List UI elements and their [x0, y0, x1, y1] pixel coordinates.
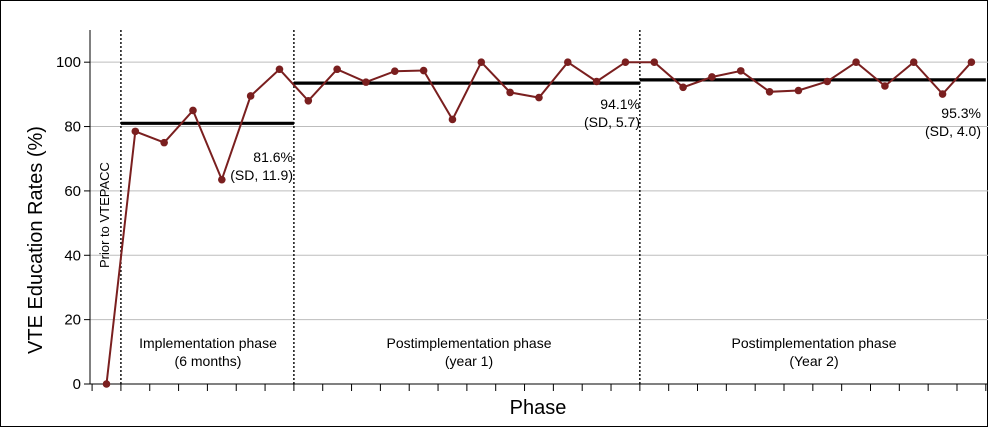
data-point-30 — [967, 58, 976, 66]
data-point-18 — [621, 58, 630, 66]
data-point-12 — [448, 115, 457, 124]
y-tick-label-20: 20 — [64, 312, 81, 329]
axes: 0 20 40 60 80 100 — [56, 30, 988, 393]
y-tick-label-80: 80 — [64, 119, 81, 136]
data-point-27 — [881, 82, 889, 90]
post-year2-mean-label: 95.3% — [941, 105, 981, 121]
data-point-20 — [679, 83, 687, 92]
data-point-8 — [333, 65, 341, 74]
data-point-25 — [823, 77, 832, 86]
data-point-19 — [650, 58, 659, 66]
phase-mean-lines — [120, 78, 986, 125]
prior-phase-label: Prior to VTEPACC — [97, 162, 112, 268]
data-point-17 — [592, 77, 601, 86]
phase-separators — [120, 30, 641, 384]
data-point-1 — [131, 127, 140, 136]
data-point-6 — [275, 65, 284, 74]
data-point-15 — [535, 93, 543, 102]
data-point-21 — [708, 73, 716, 81]
y-tick-label-60: 60 — [64, 183, 81, 200]
data-point-22 — [736, 67, 745, 75]
data-point-3 — [189, 106, 197, 115]
post-year2-phase-sublabel: (Year 2) — [789, 353, 838, 369]
x-axis-label: Phase — [510, 397, 567, 419]
post-year1-phase-label: Postimplementation phase — [387, 335, 552, 351]
y-tick-label-0: 0 — [73, 376, 81, 393]
implementation-phase-label: Implementation phase — [139, 335, 277, 351]
implementation-phase-sublabel: (6 months) — [175, 353, 242, 369]
data-point-2 — [160, 138, 168, 147]
data-point-5 — [246, 92, 255, 100]
data-point-14 — [506, 88, 514, 97]
data-point-24 — [794, 86, 803, 95]
data-point-26 — [852, 58, 860, 66]
y-axis-label: VTE Education Rates (%) — [25, 126, 47, 354]
post-year1-sd-label: (SD, 5.7) — [584, 114, 640, 130]
post-year1-mean-label: 94.1% — [600, 96, 640, 112]
post-year2-phase-label: Postimplementation phase — [732, 335, 897, 351]
y-tick-label-100: 100 — [56, 54, 81, 71]
data-point-4 — [218, 175, 226, 184]
data-point-23 — [765, 87, 774, 96]
series-line — [102, 58, 976, 388]
data-point-28 — [909, 58, 918, 66]
data-point-9 — [362, 78, 370, 86]
data-point-13 — [477, 58, 486, 66]
data-point-29 — [938, 90, 947, 98]
implementation-mean-label: 81.6% — [253, 149, 293, 165]
implementation-sd-label: (SD, 11.9) — [230, 167, 293, 183]
data-point-0 — [102, 380, 111, 388]
data-point-10 — [391, 67, 399, 75]
data-point-7 — [304, 97, 313, 105]
post-year2-sd-label: (SD, 4.0) — [925, 123, 981, 139]
y-tick-label-40: 40 — [64, 247, 81, 264]
data-point-11 — [419, 66, 428, 75]
data-point-16 — [563, 58, 572, 66]
post-year1-phase-sublabel: (year 1) — [445, 353, 493, 369]
